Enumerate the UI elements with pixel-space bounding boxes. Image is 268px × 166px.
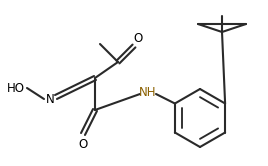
Text: NH: NH: [139, 85, 157, 98]
Text: N: N: [46, 92, 54, 106]
Text: O: O: [133, 32, 143, 44]
Text: HO: HO: [7, 82, 25, 94]
Text: O: O: [78, 137, 88, 151]
